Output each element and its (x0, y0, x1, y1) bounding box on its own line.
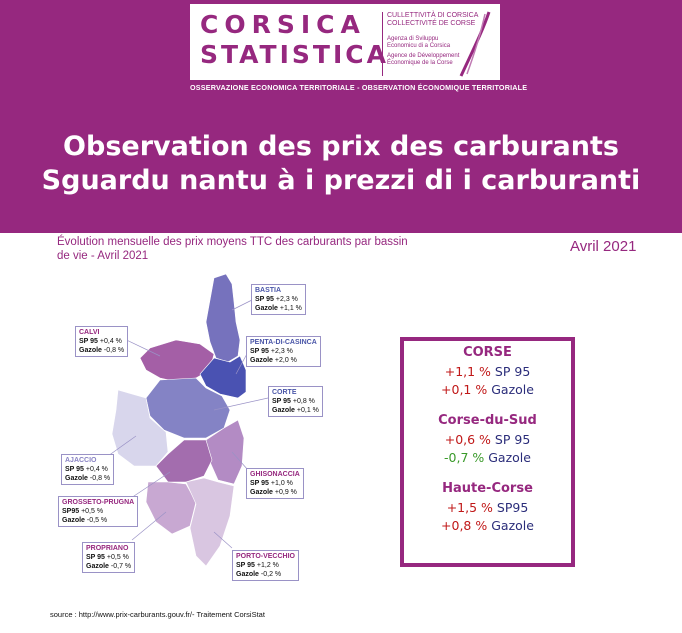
zone-label-propriano: PROPRIANO SP 95 +0,5 % Gazole -0,7 % (82, 542, 136, 573)
fuel-label: Gazole (86, 563, 109, 570)
agence-name-co: Agenza di Sviluppu Economicu di a Corsic… (387, 36, 451, 49)
zone-grosseto-region (155, 439, 213, 483)
summary-name: Haute-Corse (442, 481, 533, 496)
zone-label-penta-di-casinca: PENTA-DI-CASINCA SP 95 +2,3 % Gazole +2,… (246, 336, 321, 367)
fuel-label: Gazole (236, 571, 259, 578)
fuel-value: +0,5 % (106, 554, 129, 561)
corsica-map-shape (107, 273, 269, 567)
fuel-value: +0,4 % (85, 466, 108, 473)
summary-corse: CORSE +1,1 % SP 95 +0,1 % Gazole (404, 343, 571, 399)
summary-sp-label: SP 95 (494, 364, 531, 379)
fuel-label: Gazole (62, 517, 85, 524)
summary-gz-label: Gazole (491, 518, 534, 533)
summary-gz-value: -0,7 % (444, 450, 485, 465)
zone-label-corte: CORTE SP 95 +0,8 % Gazole +0,1 % (268, 386, 323, 417)
title-line-co: Sguardu nantu à i prezzi di i carburanti (41, 165, 641, 196)
zone-name: CORTE (272, 389, 297, 396)
zone-name: GROSSETO-PRUGNA (62, 499, 135, 506)
logo-statistica-text: STATISTICA (200, 40, 389, 69)
fuel-label: Gazole (79, 347, 102, 354)
zone-label-calvi: CALVI SP 95 +0,4 % Gazole -0,8 % (75, 326, 129, 357)
fuel-value: +0,5 % (81, 508, 104, 515)
collectivite-logo: CULLETTIVITÀ DI CORSICA COLLECTIVITÉ DE … (382, 12, 479, 76)
summary-gz-value: +0,8 % (441, 518, 488, 533)
zone-porto-region (185, 477, 235, 567)
logo-band-text: OSSERVAZIONE ECONOMICA TERRITORIALE - OB… (190, 80, 527, 96)
summary-gz-label: Gazole (491, 382, 534, 397)
zone-penta-region (199, 355, 247, 399)
header-banner: CORSICA STATISTICA CULLETTIVITÀ DI CORSI… (0, 0, 682, 233)
fuel-label: SP95 (62, 508, 80, 515)
page-title: Observation des prix des carburants Sgua… (0, 130, 682, 198)
zone-label-ajaccio: AJACCIO SP 95 +0,4 % Gazole -0,8 % (61, 454, 115, 485)
fuel-label: SP 95 (255, 296, 274, 303)
fuel-value: +2,3 % (275, 296, 298, 303)
collectivite-name-fr: COLLECTIVITÉ DE CORSE (387, 20, 476, 27)
zone-label-ghisonaccia: GHISONACCIA SP 95 +1,0 % Gazole +0,9 % (246, 468, 304, 499)
fuel-value: +1,2 % (256, 562, 279, 569)
summary-name: Corse-du-Sud (438, 413, 537, 428)
fuel-label: SP 95 (65, 466, 84, 473)
summary-haute-corse: Haute-Corse +1,5 % SP95 +0,8 % Gazole (404, 479, 571, 535)
fuel-value: -0,8 % (89, 475, 111, 482)
logo-corsica-text: CORSICA (200, 10, 366, 39)
zone-bastia-region (205, 273, 241, 363)
summary-sp-value: +0,6 % (444, 432, 491, 447)
title-line-fr: Observation des prix des carburants (63, 131, 619, 162)
fuel-label: SP 95 (86, 554, 105, 561)
fuel-label: Gazole (255, 305, 278, 312)
collectivite-name-co: CULLETTIVITÀ DI CORSICA (387, 12, 479, 19)
fuel-value: +0,8 % (292, 398, 315, 405)
fuel-value: -0,7 % (110, 563, 132, 570)
summary-gz-label: Gazole (488, 450, 531, 465)
fuel-value: +0,9 % (274, 489, 297, 496)
fuel-value: +1,0 % (270, 480, 293, 487)
summary-name: CORSE (463, 345, 512, 360)
fuel-value: +2,0 % (274, 357, 297, 364)
fuel-label: Gazole (250, 489, 273, 496)
fuel-value: +1,1 % (279, 305, 302, 312)
zone-corte-region (145, 377, 231, 439)
fuel-value: +0,1 % (296, 407, 319, 414)
map-subtitle: Évolution mensuelle des prix moyens TTC … (57, 236, 408, 262)
summary-panel: CORSE +1,1 % SP 95 +0,1 % Gazole Corse-d… (400, 337, 575, 567)
zone-name: PROPRIANO (86, 545, 129, 552)
summary-corse-du-sud: Corse-du-Sud +0,6 % SP 95 -0,7 % Gazole (404, 411, 571, 467)
fuel-label: SP 95 (250, 480, 269, 487)
summary-sp-label: SP95 (496, 500, 529, 515)
fuel-value: -0,2 % (260, 571, 282, 578)
corsica-statistica-logo: CORSICA STATISTICA CULLETTIVITÀ DI CORSI… (190, 4, 527, 96)
fuel-label: Gazole (272, 407, 295, 414)
corsica-map: BASTIA SP 95 +2,3 % Gazole +1,1 % CALVI … (0, 270, 682, 600)
fuel-label: SP 95 (272, 398, 291, 405)
fuel-label: SP 95 (236, 562, 255, 569)
swoosh-icon (459, 11, 491, 77)
zone-label-bastia: BASTIA SP 95 +2,3 % Gazole +1,1 % (251, 284, 306, 315)
zone-name: GHISONACCIA (250, 471, 300, 478)
summary-gz-value: +0,1 % (441, 382, 488, 397)
zone-name: BASTIA (255, 287, 282, 294)
zone-propriano-region (145, 481, 197, 535)
fuel-value: +0,4 % (99, 338, 122, 345)
fuel-value: +2,3 % (270, 348, 293, 355)
fuel-label: SP 95 (79, 338, 98, 345)
zone-name: AJACCIO (65, 457, 97, 464)
fuel-value: -0,5 % (86, 517, 108, 524)
summary-sp-value: +1,1 % (444, 364, 491, 379)
zone-name: PENTA-DI-CASINCA (250, 339, 317, 346)
summary-sp-value: +1,5 % (446, 500, 493, 515)
summary-sp-label: SP 95 (494, 432, 531, 447)
fuel-label: Gazole (250, 357, 273, 364)
fuel-label: SP 95 (250, 348, 269, 355)
zone-label-grosseto-prugna: GROSSETO-PRUGNA SP95 +0,5 % Gazole -0,5 … (58, 496, 139, 527)
zone-name: PORTO-VECCHIO (236, 553, 295, 560)
fuel-label: Gazole (65, 475, 88, 482)
agence-name-fr: Agence de Développement Économique de la… (387, 53, 460, 66)
report-date: Avril 2021 (570, 238, 637, 255)
fuel-value: -0,8 % (103, 347, 125, 354)
zone-name: CALVI (79, 329, 100, 336)
zone-label-porto-vecchio: PORTO-VECCHIO SP 95 +1,2 % Gazole -0,2 % (232, 550, 299, 581)
source-note: source : http://www.prix-carburants.gouv… (50, 610, 265, 619)
